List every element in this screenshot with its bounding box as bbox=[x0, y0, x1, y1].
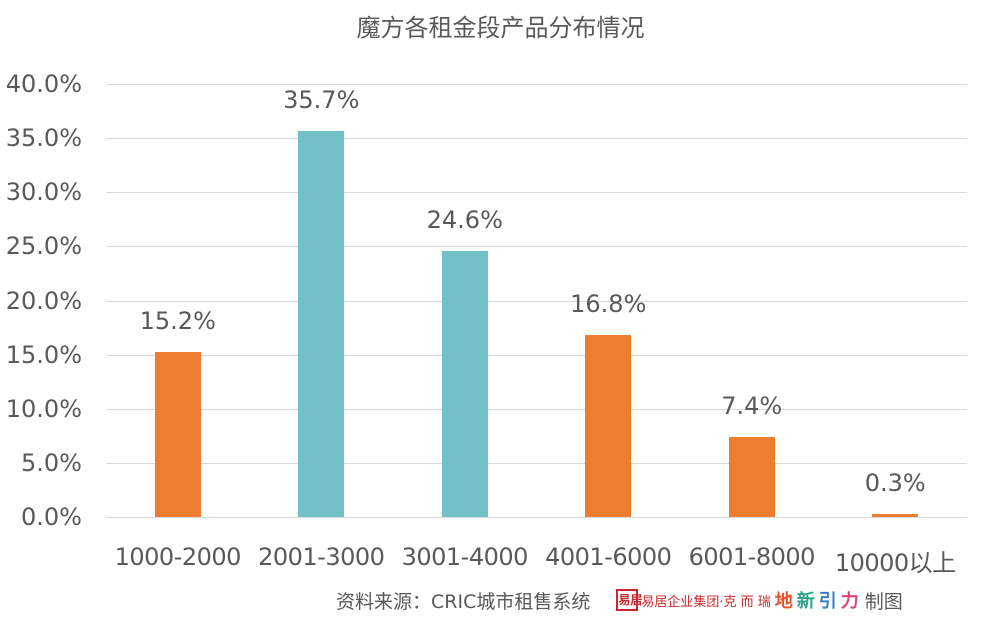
brand-wordmark: 地新引力 bbox=[771, 587, 859, 613]
data-label: 35.7% bbox=[283, 85, 360, 114]
company-seal-logo-icon: 易居 bbox=[616, 589, 642, 611]
bar-1000-2000 bbox=[154, 352, 201, 517]
chart-title: 魔方各租金段产品分布情况 bbox=[356, 14, 645, 42]
gridline bbox=[106, 138, 967, 140]
y-tick-label: 25.0% bbox=[5, 232, 82, 261]
bar-3001-4000 bbox=[441, 250, 488, 517]
brand-char: 力 bbox=[840, 591, 859, 612]
data-label: 0.3% bbox=[864, 468, 926, 497]
x-tick-label: 1000-2000 bbox=[114, 543, 242, 571]
company-name: 易居企业集团·克 而 瑞 bbox=[641, 594, 771, 610]
brand-char: 地 bbox=[774, 591, 793, 612]
bar-10000以上 bbox=[872, 513, 919, 517]
y-tick-label: 5.0% bbox=[21, 448, 82, 477]
y-tick-label: 30.0% bbox=[5, 178, 82, 207]
y-tick-label: 20.0% bbox=[5, 286, 82, 315]
bar-4001-6000 bbox=[585, 335, 632, 517]
data-label: 15.2% bbox=[139, 307, 216, 336]
footer: 资料来源：CRIC城市租售系统 易居 易居企业集团·克 而 瑞 地新引力 制图 bbox=[336, 586, 903, 614]
brand-char: 新 bbox=[796, 591, 815, 612]
y-tick-label: 35.0% bbox=[5, 124, 82, 153]
y-tick-label: 0.0% bbox=[21, 503, 82, 531]
gridline bbox=[106, 84, 967, 85]
y-tick-label: 40.0% bbox=[5, 70, 82, 98]
gridline bbox=[106, 408, 967, 410]
gridline bbox=[106, 246, 967, 248]
y-tick-label: 10.0% bbox=[5, 394, 82, 423]
source-note: 资料来源：CRIC城市租售系统 bbox=[336, 590, 591, 613]
gridline bbox=[106, 354, 967, 356]
x-tick-label: 6001-8000 bbox=[688, 543, 816, 571]
x-tick-label: 10000以上 bbox=[834, 549, 956, 577]
gridline bbox=[106, 192, 967, 194]
bar-6001-8000 bbox=[728, 436, 775, 517]
data-label: 7.4% bbox=[721, 391, 783, 420]
made-by-label: 制图 bbox=[864, 590, 903, 613]
x-tick-label: 3001-4000 bbox=[401, 543, 529, 571]
brand-char: 引 bbox=[818, 591, 837, 612]
x-tick-label: 4001-6000 bbox=[545, 543, 672, 571]
x-tick-label: 2001-3000 bbox=[258, 543, 385, 571]
y-tick-label: 15.0% bbox=[5, 340, 82, 369]
bar-2001-3000 bbox=[298, 130, 345, 517]
gridline bbox=[106, 517, 967, 518]
gridline bbox=[106, 462, 967, 464]
gridline bbox=[106, 300, 967, 302]
data-label: 24.6% bbox=[426, 205, 503, 234]
plot-area: 15.2% 35.7% 24.6% 16.8% 7.4% 0.3% bbox=[106, 84, 967, 518]
data-label: 16.8% bbox=[570, 290, 647, 319]
